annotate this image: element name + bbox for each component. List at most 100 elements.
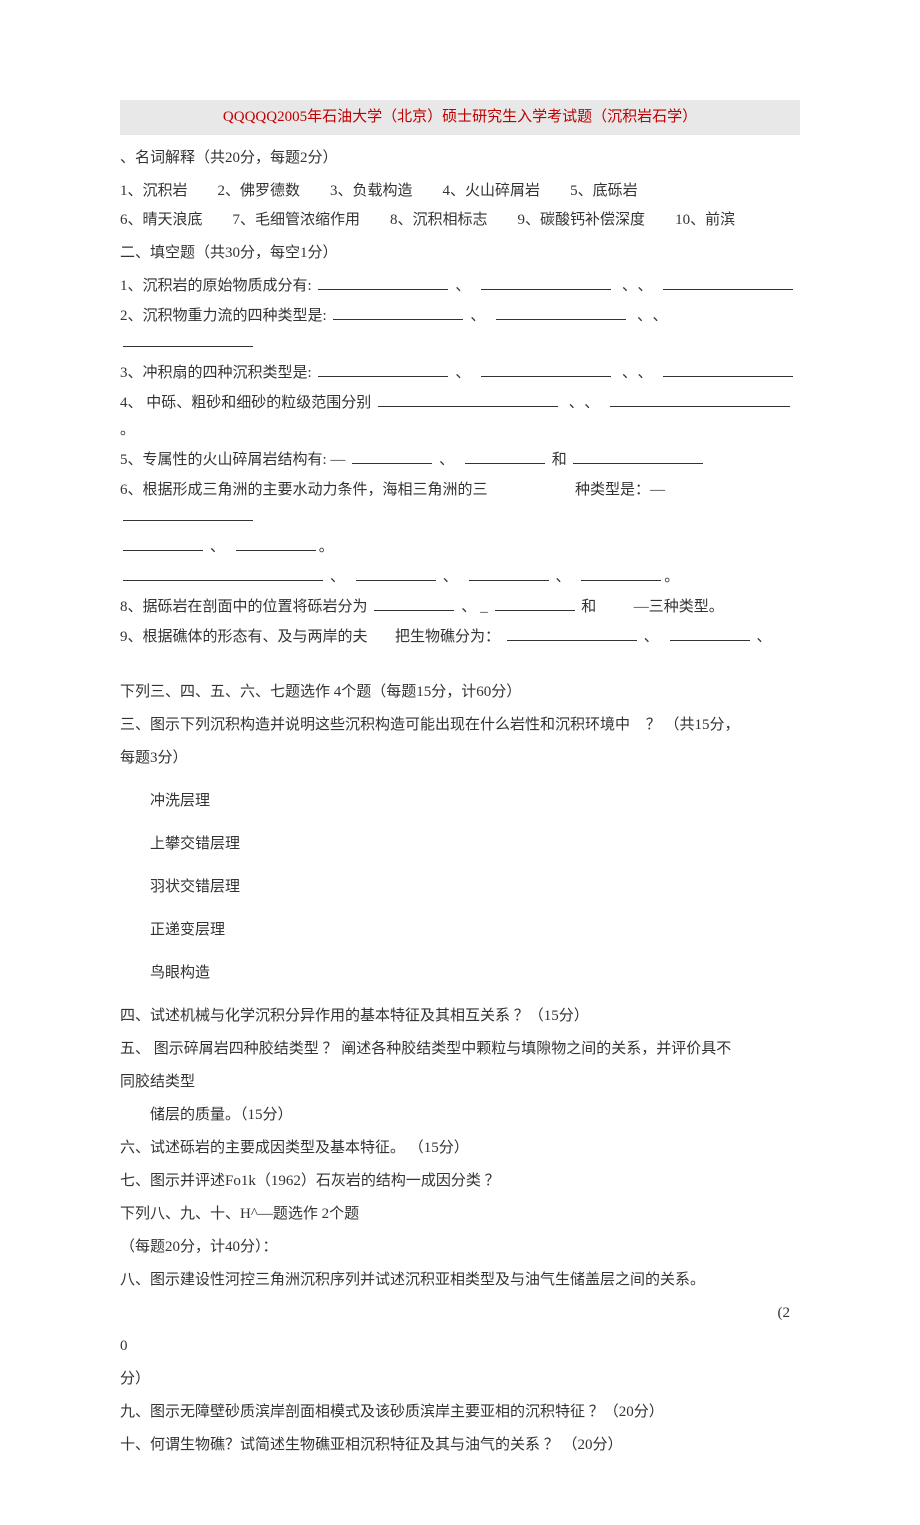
q5-line-c: 储层的质量。（15分） <box>120 1102 800 1129</box>
q9-line: 九、图示无障壁砂质滨岸剖面相模式及该砂质滨岸主要亚相的沉积特征 ？（20分） <box>120 1399 800 1426</box>
term-4: 4、火山碎屑岩 <box>443 178 541 205</box>
q3-line: 三、图示下列沉积构造并说明这些沉积构造可能出现在什么岩性和沉积环境中 ？ （共1… <box>120 712 800 739</box>
sep: 、 <box>210 539 225 555</box>
period: 。 <box>664 569 679 585</box>
fill-q4: 4、 中砾、粗砂和细砂的粒级范围分别 、、 。 <box>120 390 800 444</box>
terms-row-1: 1、沉积岩 2、佛罗德数 3、负载构造 4、火山碎屑岩 5、底砾岩 <box>120 178 800 205</box>
fill-q8: 8、据砾岩在剖面中的位置将砾岩分为 、_ 和 —三种类型。 <box>120 594 800 621</box>
q8-and: 和 <box>581 599 596 615</box>
q6-text: 6、根据形成三角洲的主要水动力条件，海相三角洲的三 <box>120 482 488 498</box>
fill-q3: 3、冲积扇的四种沉积类型是: 、 、、 <box>120 360 800 387</box>
sep: 、 <box>439 452 454 468</box>
sep: 、 <box>622 278 630 294</box>
blank <box>481 361 611 377</box>
q6-line: 六、试述砾岩的主要成因类型及基本特征。 （15分） <box>120 1135 800 1162</box>
blank <box>507 625 637 641</box>
q6-types: 种类型是：— <box>575 482 665 498</box>
blank <box>236 535 316 551</box>
fill-q7: 、 、 、 。 <box>120 564 800 591</box>
q5-text: 5、专属性的火山碎屑岩结构有: — <box>120 452 345 468</box>
q8-line: 八、图示建设性河控三角洲沉积序列并试述沉积亚相类型及与油气生储盖层之间的关系。 <box>120 1267 800 1294</box>
q3-text: 3、冲积扇的四种沉积类型是: <box>120 365 312 381</box>
sep: 、 <box>644 629 659 645</box>
document-title: QQQQQ2005年石油大学（北京）硕士研究生入学考试题（沉积岩石学） <box>120 100 800 135</box>
blank <box>670 625 750 641</box>
blank <box>123 505 253 521</box>
fill-q1: 1、沉积岩的原始物质成分有: 、 、、 <box>120 273 800 300</box>
q3-text: 三、图示下列沉积构造并说明这些沉积构造可能出现在什么岩性和沉积环境中 <box>120 717 630 733</box>
terms-row-2: 6、晴天浪底 7、毛细管浓缩作用 8、沉积相标志 9、碳酸钙补偿深度 10、前滨 <box>120 207 800 234</box>
q4-line: 四、试述机械与化学沉积分异作用的基本特征及其相互关系 ？（15分） <box>120 1003 800 1030</box>
section3-intro: 下列三、四、五、六、七题选作 4个题（每题15分，计60分） <box>120 679 800 706</box>
blank <box>123 331 253 347</box>
dash: _ <box>480 599 488 615</box>
q8-text: 8、据砾岩在剖面中的位置将砾岩分为 <box>120 599 368 615</box>
blank <box>573 448 703 464</box>
blank <box>318 361 448 377</box>
fill-q5: 5、专属性的火山碎屑岩结构有: — 、 和 <box>120 447 800 474</box>
sep: 、 <box>443 569 458 585</box>
s3-item-1: 冲洗层理 <box>120 788 800 815</box>
sep: 、 <box>455 278 470 294</box>
exam-document: QQQQQ2005年石油大学（北京）硕士研究生入学考试题（沉积岩石学） 、名词解… <box>0 0 920 1525</box>
fill-q6b: 、 。 <box>120 534 800 561</box>
sep: 、 <box>556 569 571 585</box>
q5-and: 和 <box>552 452 567 468</box>
section5-intro1: 下列八、九、十、H^—题选作 2个题 <box>120 1201 800 1228</box>
sep: 、 <box>637 278 652 294</box>
blank <box>333 304 463 320</box>
q8-paren: (2 <box>120 1300 800 1327</box>
q3-tail: 每题3分） <box>120 745 800 772</box>
q7-line: 七、图示并评述Fo1k（1962）石灰岩的结构一成因分类 ？ <box>120 1168 800 1195</box>
blank <box>123 565 323 581</box>
q8-fen: 分） <box>120 1366 800 1393</box>
blank <box>356 565 436 581</box>
sep: 、 <box>461 599 476 615</box>
sep: 、 <box>622 365 630 381</box>
sep: 、 <box>470 308 485 324</box>
sep: 、 <box>637 308 645 324</box>
blank <box>123 535 203 551</box>
q9-text: 9、根据礁体的形态有、及与两岸的夫 <box>120 629 368 645</box>
sep: 、 <box>757 629 772 645</box>
period: 。 <box>120 422 135 438</box>
fill-q2: 2、沉积物重力流的四种类型是: 、 、、 <box>120 303 800 357</box>
blank <box>610 391 790 407</box>
term-7: 7、毛细管浓缩作用 <box>233 207 361 234</box>
q10-line: 十、何谓生物礁？试简述生物礁亚相沉积特征及其与油气的关系 ？ （20分） <box>120 1432 800 1459</box>
sep: 、 <box>584 395 599 411</box>
q3-score: ？ （共15分， <box>646 717 740 733</box>
q9-divide: 把生物礁分为： <box>395 629 500 645</box>
q8-zero: 0 <box>120 1333 800 1360</box>
sep: 、 <box>637 365 652 381</box>
q5-line-b: 同胶结类型 <box>120 1069 800 1096</box>
blank <box>352 448 432 464</box>
s3-item-2: 上攀交错层理 <box>120 831 800 858</box>
sep: 、 <box>652 308 667 324</box>
section5-intro2: （每题20分，计40分）： <box>120 1234 800 1261</box>
s3-item-3: 羽状交错层理 <box>120 874 800 901</box>
q8-tail: —三种类型。 <box>634 599 724 615</box>
term-3: 3、负载构造 <box>330 178 413 205</box>
term-2: 2、佛罗德数 <box>218 178 301 205</box>
term-9: 9、碳酸钙补偿深度 <box>518 207 646 234</box>
blank <box>581 565 661 581</box>
blank <box>481 274 611 290</box>
q2-text: 2、沉积物重力流的四种类型是: <box>120 308 327 324</box>
fill-q6: 6、根据形成三角洲的主要水动力条件，海相三角洲的三 种类型是：— <box>120 477 800 531</box>
blank <box>378 391 558 407</box>
blank <box>374 595 454 611</box>
blank <box>496 304 626 320</box>
blank <box>318 274 448 290</box>
blank <box>663 274 793 290</box>
blank <box>469 565 549 581</box>
period: 。 <box>319 539 334 555</box>
blank <box>465 448 545 464</box>
section2-header: 二、填空题（共30分，每空1分） <box>120 240 800 267</box>
blank <box>663 361 793 377</box>
term-10: 10、前滨 <box>675 207 735 234</box>
q1-text: 1、沉积岩的原始物质成分有: <box>120 278 312 294</box>
term-5: 5、底砾岩 <box>570 178 638 205</box>
sep: 、 <box>330 569 345 585</box>
s3-item-5: 鸟眼构造 <box>120 960 800 987</box>
